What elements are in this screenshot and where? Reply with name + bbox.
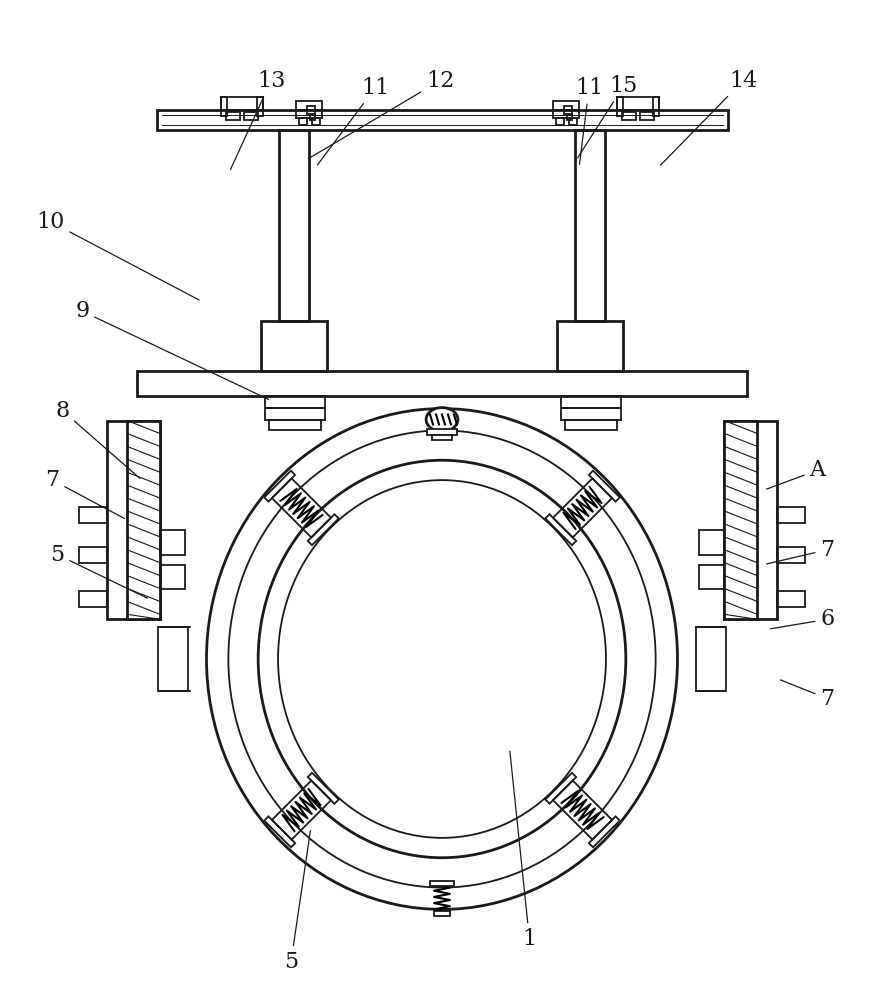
Bar <box>279 130 309 321</box>
Bar <box>432 435 452 440</box>
Bar <box>777 547 804 563</box>
Bar <box>158 627 187 691</box>
Bar <box>257 97 263 116</box>
Bar <box>226 112 240 120</box>
Bar <box>307 106 315 114</box>
Bar <box>617 97 623 116</box>
Bar <box>561 408 621 420</box>
Bar <box>575 130 605 321</box>
Bar <box>299 118 307 125</box>
Text: 14: 14 <box>660 70 758 165</box>
Text: 1: 1 <box>510 751 537 950</box>
Bar <box>261 321 327 371</box>
Bar <box>699 530 724 555</box>
Bar <box>565 420 617 430</box>
Bar <box>564 106 572 114</box>
Text: 7: 7 <box>781 680 834 710</box>
Text: 12: 12 <box>309 70 454 159</box>
Bar <box>244 112 258 120</box>
Bar <box>265 396 324 408</box>
Bar <box>160 565 185 589</box>
Bar <box>269 420 321 430</box>
Bar <box>561 396 621 408</box>
Text: 11: 11 <box>575 77 603 164</box>
Bar <box>312 118 320 125</box>
Bar <box>556 118 564 125</box>
Bar <box>724 421 757 619</box>
Bar <box>553 110 579 118</box>
Bar <box>431 881 453 886</box>
Bar <box>777 507 804 523</box>
Bar <box>568 114 572 120</box>
Text: 6: 6 <box>771 608 834 630</box>
Bar <box>699 565 724 589</box>
Text: 7: 7 <box>45 469 125 519</box>
Bar <box>127 421 160 619</box>
Bar <box>434 911 450 916</box>
Text: 10: 10 <box>36 211 199 300</box>
Bar <box>724 421 777 619</box>
Bar <box>296 101 322 110</box>
Bar <box>80 507 107 523</box>
Text: 5: 5 <box>284 831 310 973</box>
Bar <box>309 114 315 120</box>
Bar <box>80 591 107 607</box>
Bar <box>221 97 227 116</box>
Bar <box>296 110 322 118</box>
Bar <box>221 97 263 110</box>
Text: 7: 7 <box>766 539 834 564</box>
Text: 5: 5 <box>50 544 148 598</box>
Text: 11: 11 <box>317 77 390 165</box>
Bar <box>621 112 636 120</box>
Bar <box>160 530 185 555</box>
Bar <box>697 627 726 691</box>
Ellipse shape <box>426 408 458 431</box>
Text: 9: 9 <box>75 300 269 399</box>
Text: 15: 15 <box>577 75 638 158</box>
Bar <box>553 101 579 110</box>
Bar <box>265 408 324 420</box>
Bar <box>427 429 457 435</box>
Bar <box>557 321 623 371</box>
Bar <box>107 421 160 619</box>
Bar <box>569 118 577 125</box>
Text: 13: 13 <box>231 70 286 170</box>
Bar <box>137 371 747 396</box>
Bar <box>777 591 804 607</box>
Bar <box>156 110 728 130</box>
Text: 8: 8 <box>56 400 140 478</box>
Bar <box>640 112 653 120</box>
Text: A: A <box>766 459 826 489</box>
Bar <box>652 97 659 116</box>
Bar <box>80 547 107 563</box>
Bar <box>617 97 659 110</box>
